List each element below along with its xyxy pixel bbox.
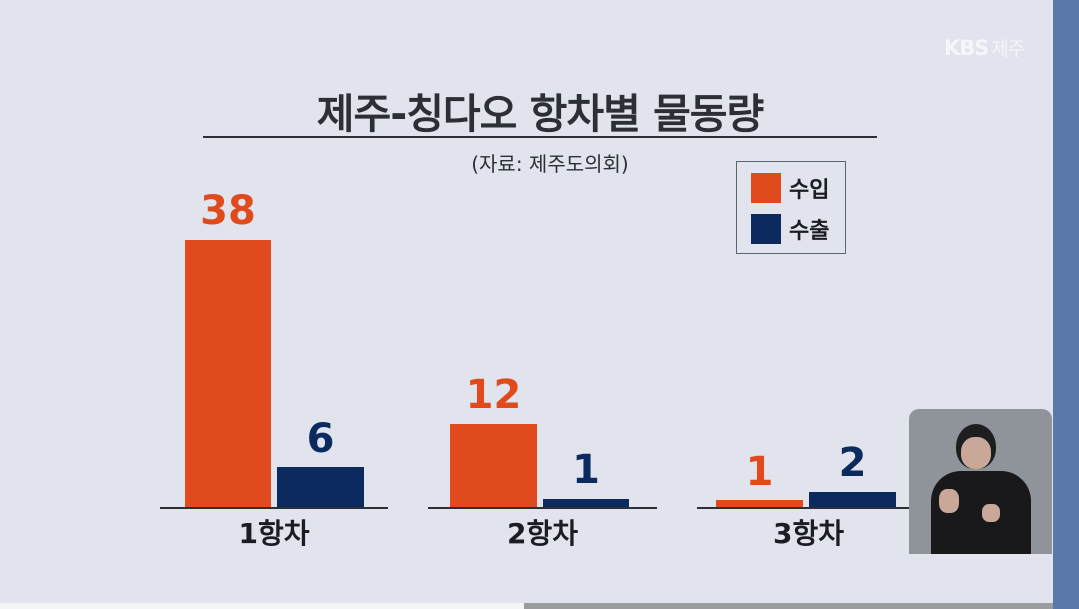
legend-swatch-import [751,173,781,203]
value-1-export: 6 [306,416,335,462]
bar-1-import [185,240,271,507]
legend-label-export: 수출 [789,219,830,244]
category-label-2: 2항차 [506,517,578,550]
value-1-import: 38 [200,188,256,234]
value-3-import: 1 [745,449,774,495]
title-underline [203,136,877,138]
category-label-1: 1항차 [238,517,310,550]
legend-item-import: 수입 [751,173,829,203]
legend-label-import: 수입 [789,178,830,203]
legend-item-export: 수출 [751,214,829,244]
bar-2-import [450,424,537,507]
side-strip [1053,0,1079,609]
value-2-import: 12 [465,372,522,418]
interpreter-hand-left [939,489,959,513]
bar-3-import [716,500,803,507]
chart-legend: 수입 수출 [736,161,846,254]
baseline-2 [428,507,657,509]
video-progress-played[interactable] [0,603,524,609]
video-progress-remaining[interactable] [524,603,1053,609]
baseline-1 [160,507,388,509]
value-3-export: 2 [838,440,867,486]
bar-1-export [277,467,364,507]
interpreter-face [961,437,991,469]
bar-2-export [543,499,629,507]
bar-3-export [809,492,896,507]
baseline-3 [697,507,920,509]
interpreter-hand-right [982,504,1000,522]
logo-sub: 제주 [991,38,1025,60]
logo-text: KBS [944,36,989,60]
category-label-3: 3항차 [772,517,844,550]
chart-source: (자료: 제주도의회) [471,152,629,176]
legend-swatch-export [751,214,781,244]
value-2-export: 1 [572,447,600,493]
sign-language-interpreter-inset [909,409,1052,554]
broadcaster-logo: KBS 제주 [944,34,1025,61]
chart-title: 제주-칭다오 항차별 물동량 [316,90,764,138]
